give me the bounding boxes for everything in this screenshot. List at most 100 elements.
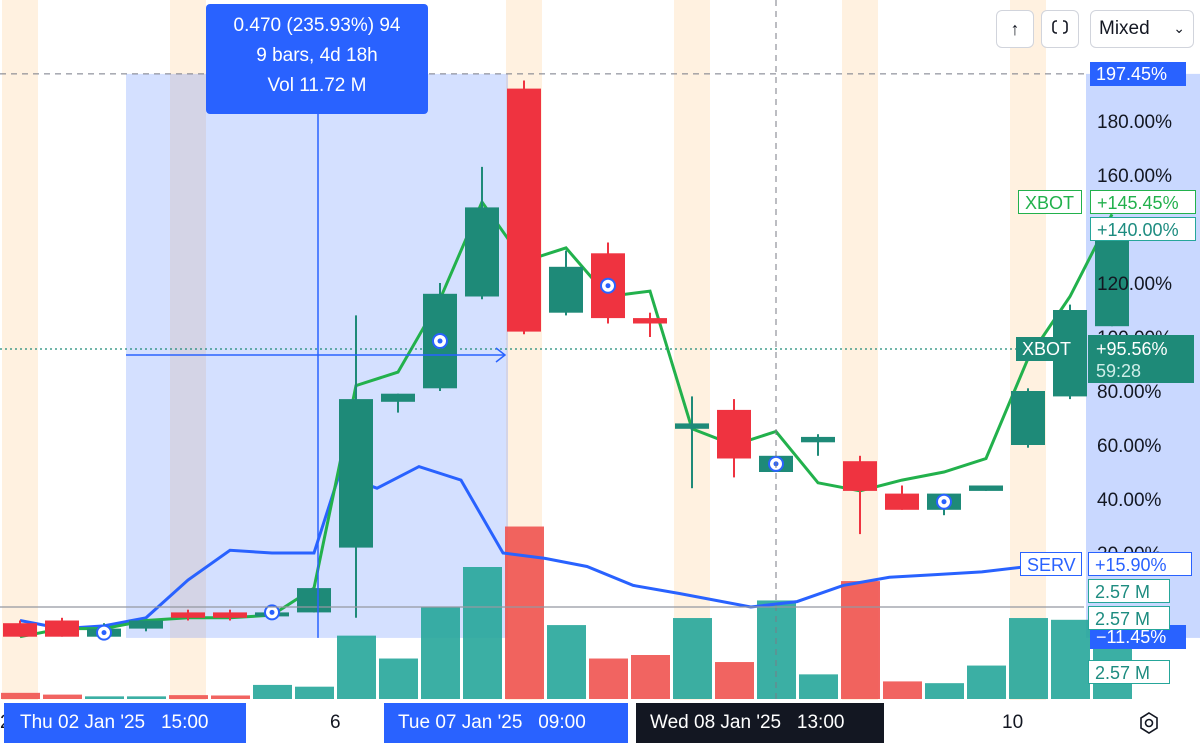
volume-bar-11 [463,567,502,699]
price-tick-3: 120.00% [1097,274,1172,295]
volume-bar-21 [883,681,922,699]
session-band-3 [674,0,710,700]
serv-value-label: +15.90% [1088,552,1192,576]
chevron-down-icon: ⌄ [1173,20,1185,36]
candle-body-17 [717,409,751,459]
volume-bar-13 [547,625,586,699]
scale-mode-value: Mixed [1099,18,1150,39]
scale-mode-select[interactable]: Mixed ⌄ [1090,10,1194,48]
candle-3 [129,620,163,632]
candle-15 [633,312,667,337]
time-label-10: 10 [1002,712,1024,733]
xbot-main-value: +95.56% [1096,339,1168,359]
volume-bar-8 [337,635,376,699]
candle-8 [339,315,373,618]
volume-bar-7 [295,686,334,699]
candle-body-16 [675,423,709,429]
overlays [0,0,1084,700]
xbot-last-value-label: +140.00% [1090,217,1196,241]
measure-arrow-head [495,347,507,363]
candle-26 [1095,229,1129,327]
event-marker-dot-5 [941,499,947,505]
event-marker-dot-3 [605,283,611,289]
bar-countdown: 59:28 [1096,361,1142,381]
measure-change: 0.470 (235.93%) 94 [233,15,401,36]
volume-bar-20 [841,581,880,699]
volume-bar-22 [925,683,964,699]
candle-body-13 [549,266,583,313]
xbot-main-name-label: XBOT [1016,337,1084,361]
candle-0 [3,620,37,637]
candle-body-21 [885,493,919,510]
candle-7 [297,588,331,613]
session-band-1 [170,0,206,700]
volume-bar-9 [379,658,418,699]
volume-label-3: 2.57 M [1088,660,1170,684]
time-label-range-end: Tue 07 Jan '25 09:00 [384,703,628,743]
volume-label-1: 2.57 M [1088,579,1170,603]
candle-body-7 [297,588,331,613]
session-band-0 [2,0,38,700]
volume-bar-12 [505,526,544,699]
event-marker-dot-2 [437,338,443,344]
arrow-up-button[interactable]: ↑ [996,10,1034,48]
time-label-crosshair: Wed 08 Jan '25 13:00 [636,703,884,743]
volume-bar-16 [673,618,712,699]
candle-body-1 [45,620,79,637]
serv-name-label: SERV [1020,552,1082,576]
volume-bar-6 [253,684,292,699]
candle-16 [675,396,709,489]
volume-bar-0 [1,692,40,699]
volume-label-2: 2.57 M [1088,606,1170,630]
candle-24 [1011,388,1045,448]
measure-volume: Vol 11.72 M [267,75,367,96]
candle-body-19 [801,436,835,443]
candle-17 [717,399,751,478]
price-tick-1: 160.00% [1097,166,1172,187]
price-tick-7: 40.00% [1097,490,1162,511]
candle-body-12 [507,88,541,332]
candle-body-5 [213,612,247,618]
fit-screen-icon [1051,18,1069,41]
candle-body-15 [633,318,667,324]
volume-bar-17 [715,662,754,699]
fit-screen-button[interactable] [1041,10,1079,48]
xbot-line-value-label: +145.45% [1090,190,1196,214]
volume-bar-15 [631,655,670,699]
volume-bar-2 [85,696,124,699]
candle-13 [549,250,583,316]
volume-bar-1 [43,694,82,699]
arrow-up-icon: ↑ [1010,18,1020,39]
candle-body-24 [1011,391,1045,445]
gear-icon[interactable] [1136,710,1162,736]
candle-body-11 [465,207,499,297]
candle-4 [171,609,205,621]
candle-body-23 [969,485,1003,491]
candle-body-26 [1095,237,1129,327]
candle-19 [801,434,835,456]
candle-body-0 [3,623,37,637]
event-marker-dot-1 [269,609,275,615]
volume-bar-14 [589,658,628,699]
candle-5 [213,609,247,621]
volume-bar-4 [169,695,208,699]
candle-body-20 [843,461,877,491]
time-label-range-start: Thu 02 Jan '25 15:00 [4,703,246,743]
volume-bar-5 [211,695,250,699]
time-label-6: 6 [330,712,341,733]
volume-bar-10 [421,607,460,699]
measure-top-price-label: 197.45% [1090,62,1186,86]
price-tick-0: 180.00% [1097,112,1172,133]
volume-bars [1,526,1132,699]
xbot-line-name-label: XBOT [1018,190,1082,214]
candle-20 [843,455,877,535]
candle-1 [45,617,79,637]
candle-23 [969,485,1003,491]
event-marker-dot-0 [101,630,107,636]
candle-9 [381,393,415,413]
candle-21 [885,485,919,510]
candle-body-4 [171,612,205,618]
volume-bar-23 [967,665,1006,699]
volume-bar-3 [127,696,166,699]
